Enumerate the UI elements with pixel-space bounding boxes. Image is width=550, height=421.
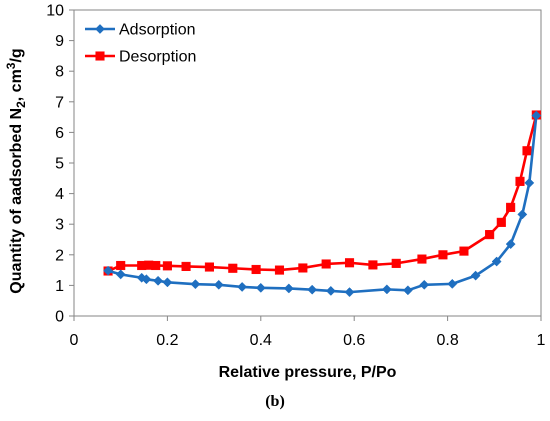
desorption-point bbox=[391, 258, 401, 268]
desorption-point bbox=[321, 259, 331, 269]
desorption-point bbox=[116, 260, 126, 271]
adsorption-point bbox=[190, 279, 201, 290]
adsorption-point bbox=[255, 282, 266, 293]
x-axis-title: Relative pressure, P/Po bbox=[219, 364, 397, 381]
isotherm-chart: 0 1 2 3 4 5 6 7 8 9 10 0 0.2 0.4 0.6 0.8 1 Adsorption Des… bbox=[4, 3, 546, 382]
x-tick-label: 0.6 bbox=[343, 332, 365, 349]
adsorption-point bbox=[505, 239, 516, 250]
desorption-point bbox=[417, 254, 427, 264]
legend-label-adsorption: Adsorption bbox=[119, 22, 196, 39]
adsorption-point bbox=[153, 275, 164, 286]
series-layer bbox=[103, 110, 542, 298]
desorption-point bbox=[522, 146, 532, 156]
y-tick-label: 5 bbox=[55, 156, 64, 173]
adsorption-point bbox=[283, 283, 294, 294]
y-axis-title: Quantity of aadsorbed N2, cm3/g bbox=[4, 48, 28, 293]
adsorption-point bbox=[402, 285, 413, 296]
y-tick-label: 4 bbox=[55, 186, 64, 203]
x-tick-label: 0.4 bbox=[250, 332, 272, 349]
adsorption-point bbox=[213, 279, 224, 290]
desorption-point bbox=[228, 263, 238, 273]
adsorption-series bbox=[103, 110, 542, 298]
legend: Adsorption Desorption bbox=[85, 22, 196, 66]
desorption-point bbox=[485, 230, 495, 240]
adsorption-point bbox=[517, 209, 528, 220]
y-tick-label: 9 bbox=[55, 33, 64, 50]
desorption-point bbox=[459, 246, 469, 256]
desorption-point bbox=[274, 265, 285, 275]
desorption-point bbox=[151, 260, 161, 271]
y-tick-label: 0 bbox=[55, 309, 64, 326]
y-tick-label: 7 bbox=[55, 94, 64, 111]
axes: 0 1 2 3 4 5 6 7 8 9 10 0 0.2 0.4 0.6 0.8 1 bbox=[46, 3, 545, 350]
desorption-point bbox=[496, 217, 506, 227]
y-tick-label: 1 bbox=[55, 278, 64, 295]
adsorption-point bbox=[237, 281, 248, 292]
desorption-point bbox=[162, 261, 172, 271]
adsorption-point bbox=[491, 256, 502, 267]
adsorption-point bbox=[531, 110, 542, 121]
desorption-point bbox=[298, 263, 308, 273]
x-tick-label: 0.8 bbox=[436, 332, 458, 349]
x-tick-label: 0 bbox=[70, 332, 79, 349]
adsorption-point bbox=[470, 270, 481, 281]
desorption-point bbox=[251, 264, 261, 275]
desorption-point bbox=[204, 262, 214, 272]
desorption-point bbox=[515, 176, 525, 186]
adsorption-point bbox=[307, 284, 318, 295]
x-tick-label: 1 bbox=[537, 332, 546, 349]
legend-marker-adsorption bbox=[95, 24, 105, 34]
desorption-series bbox=[103, 110, 541, 276]
figure-caption: (b) bbox=[265, 393, 285, 410]
adsorption-point bbox=[103, 265, 114, 276]
adsorption-point bbox=[381, 284, 392, 295]
y-tick-label: 8 bbox=[55, 64, 64, 81]
desorption-point bbox=[181, 261, 191, 271]
legend-label-desorption: Desorption bbox=[119, 49, 196, 66]
y-tick-label: 10 bbox=[46, 3, 64, 20]
adsorption-point bbox=[141, 274, 152, 285]
adsorption-point bbox=[325, 285, 336, 296]
desorption-line bbox=[107, 114, 538, 273]
adsorption-point bbox=[447, 278, 458, 289]
desorption-point bbox=[344, 258, 355, 268]
legend-marker-desorption bbox=[95, 51, 105, 61]
legend-item-adsorption: Adsorption bbox=[85, 22, 196, 39]
adsorption-point bbox=[524, 177, 535, 188]
y-tick-label: 2 bbox=[55, 247, 64, 264]
desorption-point bbox=[506, 202, 516, 212]
adsorption-point bbox=[344, 287, 355, 298]
adsorption-point bbox=[115, 269, 126, 280]
desorption-point bbox=[368, 260, 378, 270]
adsorption-point bbox=[162, 277, 173, 288]
legend-item-desorption: Desorption bbox=[85, 49, 196, 66]
adsorption-point bbox=[419, 279, 430, 290]
x-tick-label: 0.2 bbox=[156, 332, 178, 349]
y-tick-label: 6 bbox=[55, 125, 64, 142]
desorption-point bbox=[438, 250, 448, 260]
y-tick-label: 3 bbox=[55, 217, 64, 234]
